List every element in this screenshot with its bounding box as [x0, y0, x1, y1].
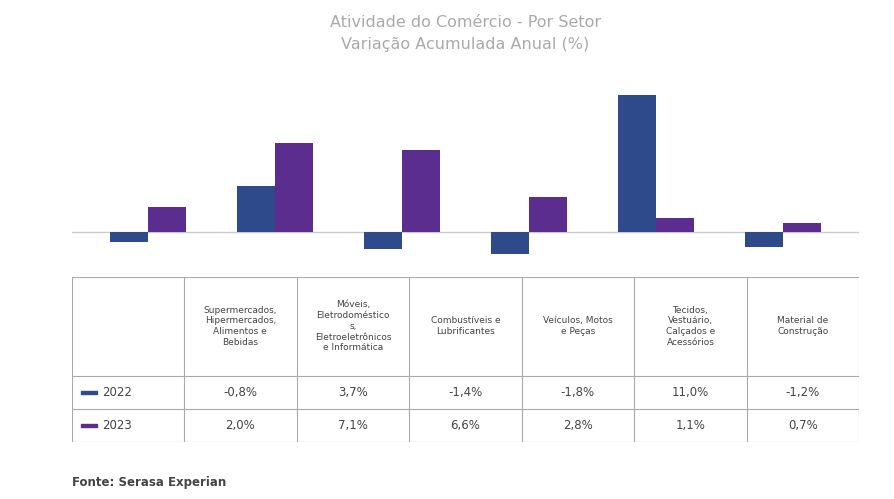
Bar: [401, 150, 440, 232]
Bar: [617, 95, 655, 232]
Bar: [782, 223, 820, 232]
Text: -1,8%: -1,8%: [561, 386, 595, 399]
Text: Fonte: Serasa Experian: Fonte: Serasa Experian: [72, 476, 225, 489]
Bar: [80, 424, 97, 427]
Text: 6,6%: 6,6%: [450, 419, 480, 432]
Text: Tecidos,
Vestuário,
Calçados e
Acessórios: Tecidos, Vestuário, Calçados e Acessório…: [665, 306, 714, 347]
Bar: [237, 186, 274, 232]
Text: 2,8%: 2,8%: [562, 419, 592, 432]
Text: Material de
Construção: Material de Construção: [777, 316, 828, 336]
Text: Atividade do Comércio - Por Setor
Variação Acumulada Anual (%): Atividade do Comércio - Por Setor Variaç…: [330, 15, 600, 52]
Text: Veículos, Motos
e Peças: Veículos, Motos e Peças: [543, 316, 612, 336]
Bar: [110, 232, 148, 242]
Text: 2022: 2022: [102, 386, 131, 399]
Text: Combustíveis e
Lubrificantes: Combustíveis e Lubrificantes: [430, 316, 500, 336]
Text: 11,0%: 11,0%: [671, 386, 708, 399]
Bar: [655, 218, 693, 232]
Text: 1,1%: 1,1%: [675, 419, 704, 432]
Bar: [528, 197, 567, 232]
Text: 7,1%: 7,1%: [338, 419, 367, 432]
Text: Supermercados,
Hipermercados,
Alimentos e
Bebidas: Supermercados, Hipermercados, Alimentos …: [204, 306, 277, 347]
Bar: [490, 232, 528, 254]
Text: Móveis,
Eletrodoméstico
s,
Eletroeletrônicos
e Informática: Móveis, Eletrodoméstico s, Eletroeletrôn…: [315, 300, 391, 352]
Bar: [363, 232, 401, 250]
Text: -1,2%: -1,2%: [785, 386, 819, 399]
Text: 2,0%: 2,0%: [225, 419, 255, 432]
Text: 3,7%: 3,7%: [338, 386, 367, 399]
Text: 2023: 2023: [102, 419, 131, 432]
Bar: [80, 391, 97, 394]
Bar: [148, 207, 186, 232]
Text: -1,4%: -1,4%: [448, 386, 482, 399]
Text: 0,7%: 0,7%: [788, 419, 817, 432]
Bar: [744, 232, 782, 247]
Text: -0,8%: -0,8%: [224, 386, 257, 399]
Bar: [274, 144, 313, 232]
